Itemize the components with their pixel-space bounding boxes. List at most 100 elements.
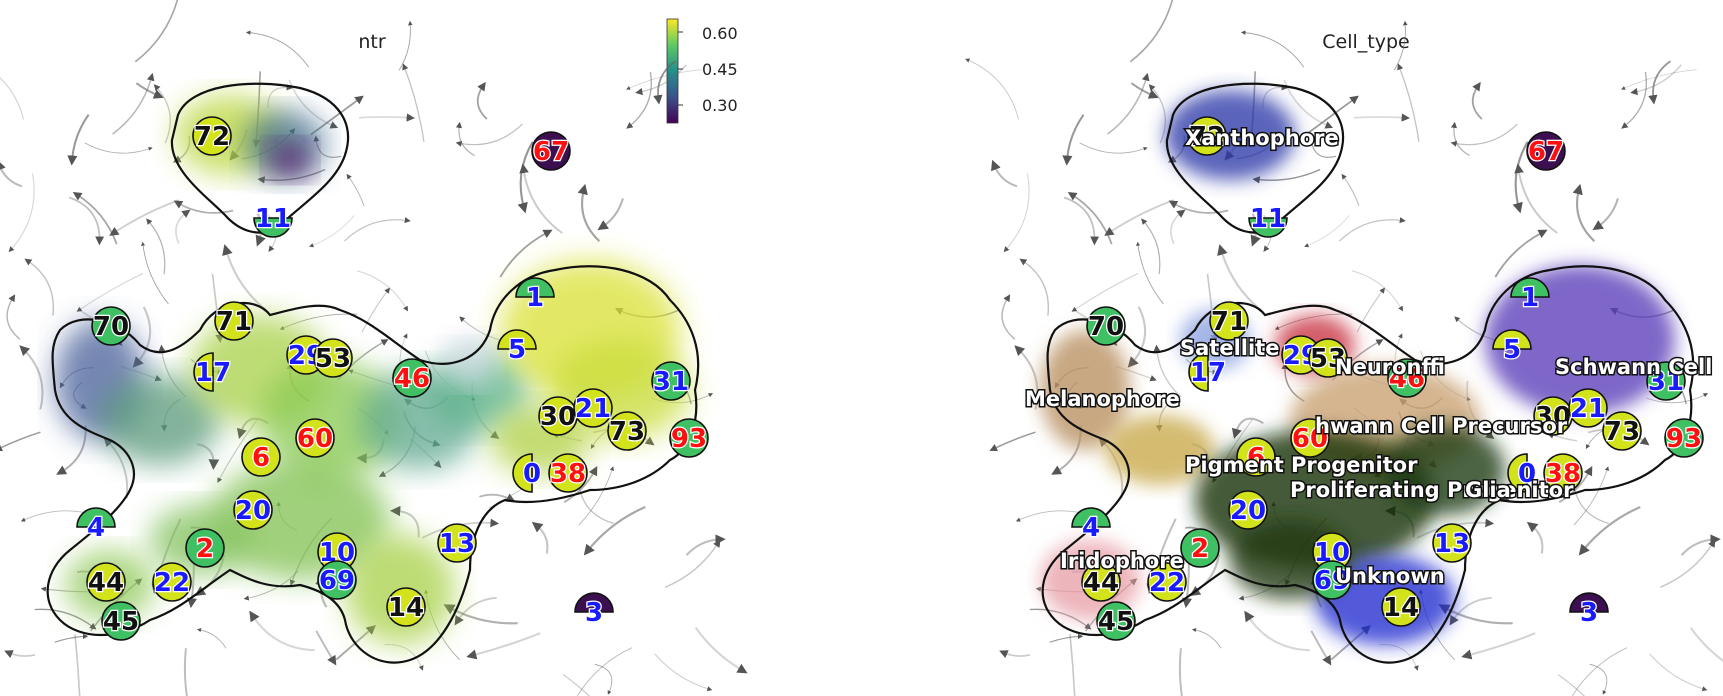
cluster-marker xyxy=(1147,562,1187,602)
density-blob xyxy=(100,375,220,465)
streamline xyxy=(454,596,497,626)
cluster-marker xyxy=(386,587,426,627)
cluster-label: 17 xyxy=(1190,358,1226,388)
streamline xyxy=(1648,60,1672,105)
cluster-marker xyxy=(1507,453,1528,493)
streamline xyxy=(72,192,118,245)
cluster-label: 72 xyxy=(1189,122,1225,152)
streamline xyxy=(141,241,169,305)
streamline xyxy=(1231,417,1264,439)
streamline xyxy=(1071,272,1139,312)
cluster-label: 2 xyxy=(196,534,214,564)
streamline xyxy=(67,114,90,166)
cluster-label: 72 xyxy=(194,122,230,152)
cluster-marker xyxy=(1236,437,1276,477)
streamline xyxy=(965,58,1020,120)
streamline xyxy=(134,0,179,63)
cluster-label: 5 xyxy=(1503,335,1521,365)
streamline xyxy=(1689,627,1723,663)
cluster-label: 67 xyxy=(1528,137,1564,167)
streamline xyxy=(1148,84,1166,144)
streamline xyxy=(476,81,488,120)
cluster-outline xyxy=(46,265,700,664)
cluster-outline xyxy=(1041,265,1695,664)
streamline xyxy=(0,159,23,188)
cluster-marker xyxy=(607,411,647,451)
streamline xyxy=(398,20,413,71)
streamline xyxy=(1526,521,1544,554)
cluster-marker xyxy=(313,338,353,378)
streamline xyxy=(245,30,310,68)
cluster-label: 53 xyxy=(1310,344,1346,374)
streamline xyxy=(389,505,420,538)
streamline xyxy=(626,71,652,129)
streamline xyxy=(1571,647,1628,696)
cluster-label: 14 xyxy=(1383,593,1419,623)
streamline xyxy=(1310,630,1332,666)
cluster-marker xyxy=(1312,560,1352,600)
cluster-label: 73 xyxy=(1604,417,1640,447)
density-blob xyxy=(445,335,495,385)
cluster-marker xyxy=(1664,418,1704,458)
streamline xyxy=(1001,294,1016,340)
streamline xyxy=(517,141,534,214)
streamline xyxy=(1240,30,1305,68)
streamline xyxy=(356,270,408,312)
streamline xyxy=(1029,608,1092,630)
cluster-label: 44 xyxy=(88,568,124,598)
streamline xyxy=(1104,199,1175,236)
cluster-marker xyxy=(1248,217,1288,238)
streamline xyxy=(1393,20,1408,71)
cluster-label: 31 xyxy=(1648,367,1684,397)
streamline xyxy=(1494,229,1548,278)
streamline xyxy=(1621,71,1647,129)
cluster-marker xyxy=(1308,338,1348,378)
cluster-marker xyxy=(515,277,555,298)
cluster-marker xyxy=(1492,329,1532,350)
streamline xyxy=(1003,173,1030,253)
colorbar-tick: 0.60 xyxy=(702,24,738,43)
cluster-marker xyxy=(101,601,141,641)
streamline xyxy=(153,84,171,144)
cell-type-label: Glia xyxy=(1465,478,1511,502)
cluster-marker xyxy=(548,453,588,493)
streamline xyxy=(315,630,337,666)
cluster-label: 0 xyxy=(523,459,541,489)
cell-type-label: Neuronffi xyxy=(1335,355,1445,379)
streamline xyxy=(217,419,258,483)
streamline xyxy=(1512,141,1529,214)
cell-type-label: Satellite xyxy=(1180,336,1279,360)
streamline xyxy=(1589,663,1608,695)
cluster-label: 69 xyxy=(319,566,355,596)
cluster-label: 4 xyxy=(1082,513,1100,543)
cluster-label: 6 xyxy=(252,443,270,473)
cluster-label: 44 xyxy=(1083,568,1119,598)
cluster-label: 20 xyxy=(1230,496,1266,526)
streamline xyxy=(1014,345,1039,410)
cluster-marker xyxy=(1180,528,1220,568)
streamline xyxy=(626,69,702,90)
streamline xyxy=(576,647,633,696)
streamline xyxy=(455,121,475,157)
streamline xyxy=(1136,241,1164,305)
streamline xyxy=(1397,63,1420,142)
streamline xyxy=(1450,123,1518,147)
cluster-marker xyxy=(241,437,281,477)
streamline xyxy=(4,650,36,659)
streamline xyxy=(694,627,748,674)
cluster-marker xyxy=(192,116,232,156)
streamline xyxy=(578,466,614,526)
cluster-label: 30 xyxy=(540,402,576,432)
streamline xyxy=(146,218,166,275)
cell-type-label: hwann Cell Precursor xyxy=(1315,414,1568,438)
cluster-marker xyxy=(1568,388,1608,428)
panel-title-ntr: ntr xyxy=(358,31,386,53)
streamline xyxy=(8,173,35,253)
streamline xyxy=(1630,64,1682,96)
cluster-outline xyxy=(170,82,350,234)
cluster-label: 60 xyxy=(297,424,333,454)
cluster-marker xyxy=(574,592,614,613)
cell-type-label: Pigment Progenitor xyxy=(1185,453,1418,477)
